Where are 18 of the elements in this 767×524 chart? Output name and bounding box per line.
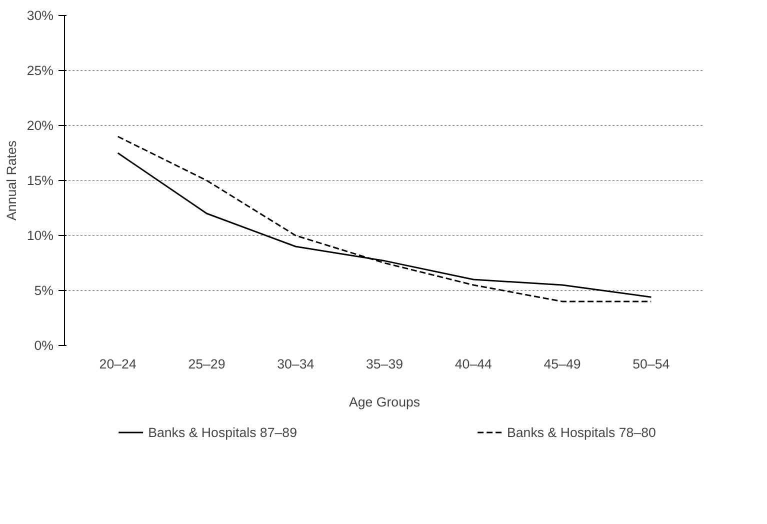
x-tick-label: 50–54	[632, 356, 670, 372]
y-tick-label: 5%	[34, 283, 54, 298]
y-tick-label: 15%	[26, 173, 54, 188]
x-tick-label: 25–29	[188, 356, 226, 372]
x-tick-label: 20–24	[99, 356, 137, 372]
legend-label: Banks & Hospitals 87–89	[148, 424, 297, 440]
y-axis-title: Annual Rates	[4, 140, 19, 221]
y-tick-label: 10%	[26, 228, 54, 243]
x-axis-title: Age Groups	[348, 394, 420, 410]
y-tick-label: 0%	[34, 338, 54, 353]
x-tick-label: 35–39	[366, 356, 404, 372]
y-tick-label: 25%	[26, 63, 54, 78]
y-tick-label: 30%	[26, 8, 54, 23]
y-tick-label: 20%	[26, 118, 54, 133]
x-tick-label: 45–49	[544, 356, 581, 372]
x-tick-label: 40–44	[454, 356, 493, 372]
x-tick-label: 30–34	[277, 356, 315, 372]
legend-label: Banks & Hospitals 78–80	[507, 424, 656, 440]
